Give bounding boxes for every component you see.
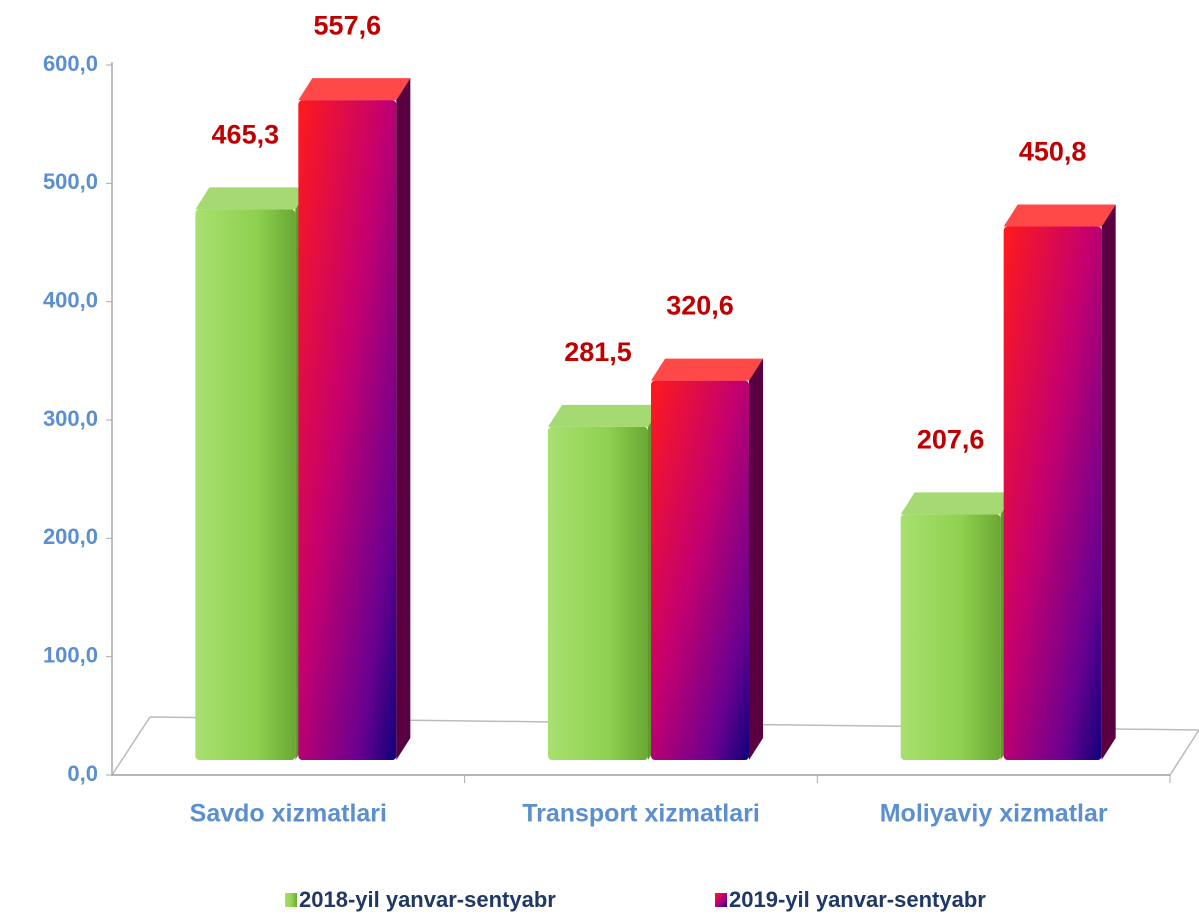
y-tick-label: 300,0 <box>43 406 98 431</box>
bar <box>651 380 749 760</box>
y-tick-label: 200,0 <box>43 524 98 549</box>
value-label: 465,3 <box>212 120 280 150</box>
bar-top <box>1003 204 1116 227</box>
bar <box>900 514 1001 760</box>
y-tick-label: 0,0 <box>67 761 98 786</box>
bar-side <box>1101 204 1116 760</box>
bar-top <box>298 78 411 101</box>
value-label: 320,6 <box>666 291 734 321</box>
legend-label: 2018-yil yanvar-sentyabr <box>299 887 556 912</box>
legend-swatch <box>715 893 727 907</box>
y-tick-label: 100,0 <box>43 642 98 667</box>
value-label: 450,8 <box>1019 137 1087 167</box>
bar-side <box>749 358 763 760</box>
value-label: 207,6 <box>917 424 985 454</box>
bar-top <box>900 492 1015 515</box>
bar-top <box>651 358 763 381</box>
y-tick-label: 400,0 <box>43 287 98 312</box>
bar-side <box>396 78 411 760</box>
y-tick-label: 600,0 <box>43 51 98 76</box>
legend-swatch <box>285 893 297 907</box>
y-tick-label: 500,0 <box>43 169 98 194</box>
value-label: 281,5 <box>564 337 632 367</box>
bar <box>298 100 397 760</box>
bar-top <box>548 404 662 427</box>
x-tick-label: Savdo xizmatlari <box>190 800 387 828</box>
bar-top <box>195 187 310 210</box>
x-tick-label: Moliyaviy xizmatlar <box>880 800 1108 828</box>
value-label: 557,6 <box>314 10 382 40</box>
bar <box>195 209 296 760</box>
bar <box>548 426 648 760</box>
x-tick-label: Transport xizmatlari <box>522 800 760 828</box>
legend-label: 2019-yil yanvar-sentyabr <box>729 887 986 912</box>
bar <box>1003 226 1102 760</box>
